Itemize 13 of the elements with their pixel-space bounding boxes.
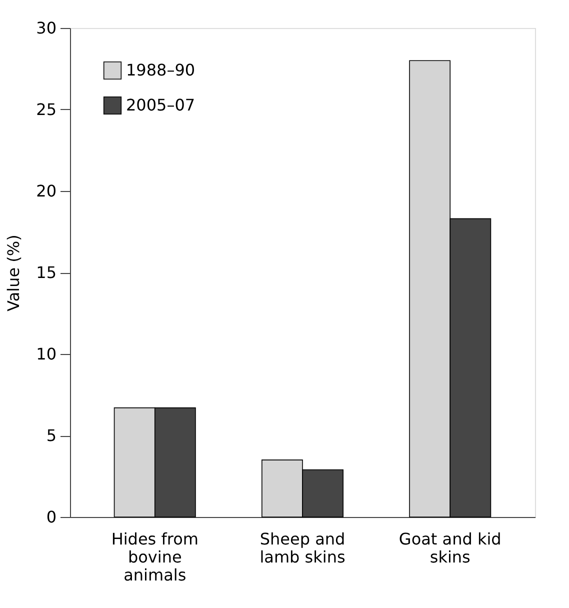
x-tick-label: Hides from bovine animals xyxy=(111,530,198,584)
y-tick-label: 5 xyxy=(46,426,56,445)
x-tick-label: Goat and kid skins xyxy=(398,530,502,566)
y-axis-title: Value (%) xyxy=(4,234,24,312)
legend-label: 2005–07 xyxy=(126,96,196,114)
y-tick-label: 0 xyxy=(46,508,56,526)
y-tick-label: 25 xyxy=(36,100,56,119)
x-tick-label: Sheep and lamb skins xyxy=(260,530,346,566)
y-tick-label: 30 xyxy=(36,18,56,38)
y-tick-label: 10 xyxy=(36,344,56,364)
y-tick-label: 15 xyxy=(36,263,56,282)
y-tick-label: 20 xyxy=(36,182,56,200)
legend-label: 1988–90 xyxy=(126,60,196,80)
